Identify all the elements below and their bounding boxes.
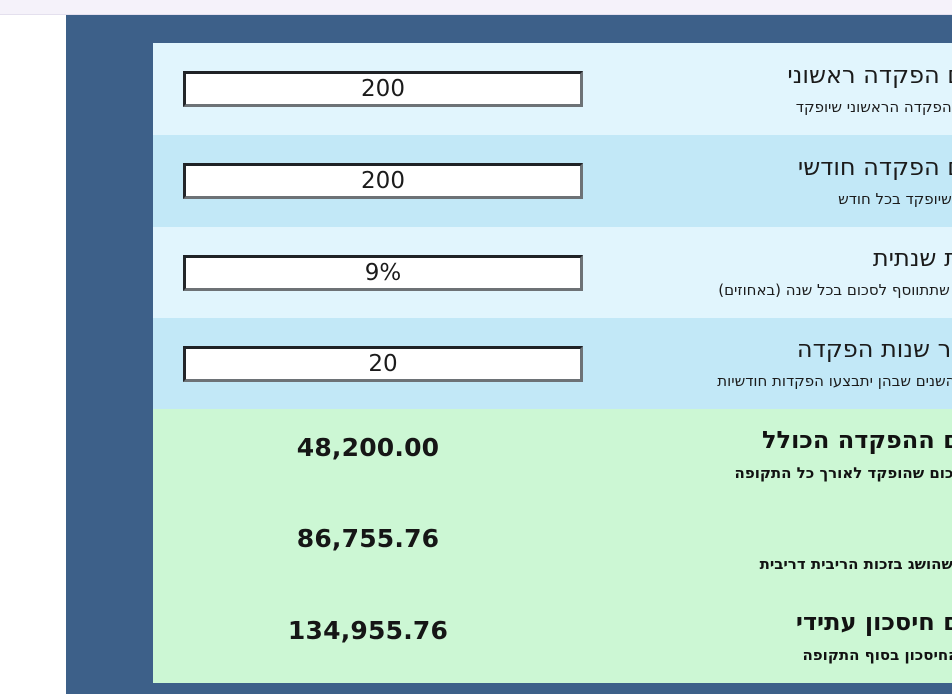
label-future-savings: סכום חיסכון עתידי: [795, 608, 952, 637]
result-row-total-deposited: סכום ההפקדה הכולל סך הסכום שהופקד לאורך …: [153, 409, 952, 500]
label-initial-deposit: סכום הפקדה ראשוני: [787, 60, 952, 89]
value-future-savings: 134,955.76: [287, 615, 449, 645]
label-group-initial-deposit: סכום הפקדה ראשוני סכום ההפקדה הראשוני שי…: [582, 43, 952, 135]
field-row-deposit-years: מספר שנות הפקדה מספר השנים שבהן יתבצעו ה…: [153, 318, 952, 409]
label-group-deposit-years: מספר שנות הפקדה מספר השנים שבהן יתבצעו ה…: [582, 318, 952, 409]
label-group-monthly-deposit: סכום הפקדה חודשי הסכום שיופקד בכל חודש: [582, 135, 952, 227]
input-group-deposit-years: [153, 318, 583, 409]
input-group-monthly-deposit: [153, 135, 583, 227]
description-monthly-deposit: הסכום שיופקד בכל חודש: [838, 189, 952, 208]
field-row-initial-deposit: סכום הפקדה ראשוני סכום ההפקדה הראשוני שי…: [153, 43, 952, 135]
value-group-future-savings: 134,955.76: [153, 591, 583, 683]
label-group-future-savings: סכום חיסכון עתידי סכום החיסכון בסוף התקו…: [582, 591, 952, 683]
description-profit: הרווח שהושג בזכות הריבית דריבית: [759, 554, 952, 573]
browser-top-strip: [0, 0, 952, 15]
label-annual-interest: ריבית שנתית: [872, 244, 952, 273]
description-annual-interest: הריבית שתתווסף לסכום בכל שנה (באחוזים): [718, 281, 952, 300]
field-row-monthly-deposit: סכום הפקדה חודשי הסכום שיופקד בכל חודש: [153, 135, 952, 227]
description-future-savings: סכום החיסכון בסוף התקופה: [802, 646, 952, 665]
value-total-deposited: 48,200.00: [296, 433, 440, 462]
value-profit: 86,755.76: [296, 524, 440, 553]
input-group-initial-deposit: [153, 43, 583, 135]
results-section: סכום ההפקדה הכולל סך הסכום שהופקד לאורך …: [153, 409, 952, 683]
input-annual-interest[interactable]: [183, 254, 583, 291]
input-monthly-deposit[interactable]: [183, 163, 583, 199]
label-deposit-years: מספר שנות הפקדה: [796, 335, 952, 364]
value-group-total-deposited: 48,200.00: [153, 409, 583, 500]
calculator-frame: סכום הפקדה ראשוני סכום ההפקדה הראשוני שי…: [66, 15, 952, 694]
description-total-deposited: סך הסכום שהופקד לאורך כל התקופה: [734, 463, 952, 482]
description-deposit-years: מספר השנים שבהן יתבצעו הפקדות חודשיות: [717, 372, 952, 391]
label-total-deposited: סכום ההפקדה הכולל: [762, 425, 952, 454]
label-group-total-deposited: סכום ההפקדה הכולל סך הסכום שהופקד לאורך …: [582, 409, 952, 500]
input-group-annual-interest: [153, 227, 583, 318]
result-row-profit: רווח הרווח שהושג בזכות הריבית דריבית 86,…: [153, 500, 952, 591]
label-group-profit: רווח הרווח שהושג בזכות הריבית דריבית: [582, 500, 952, 591]
field-row-annual-interest: ריבית שנתית הריבית שתתווסף לסכום בכל שנה…: [153, 227, 952, 318]
value-group-profit: 86,755.76: [153, 500, 583, 591]
label-profit: רווח: [582, 516, 952, 546]
description-initial-deposit: סכום ההפקדה הראשוני שיופקד: [795, 97, 952, 116]
calculator-panel: סכום הפקדה ראשוני סכום ההפקדה הראשוני שי…: [153, 43, 952, 683]
input-initial-deposit[interactable]: [183, 71, 583, 107]
input-deposit-years[interactable]: [183, 345, 583, 382]
label-monthly-deposit: סכום הפקדה חודשי: [797, 152, 952, 181]
label-group-annual-interest: ריבית שנתית הריבית שתתווסף לסכום בכל שנה…: [582, 227, 952, 318]
result-row-future-savings: סכום חיסכון עתידי סכום החיסכון בסוף התקו…: [153, 591, 952, 683]
